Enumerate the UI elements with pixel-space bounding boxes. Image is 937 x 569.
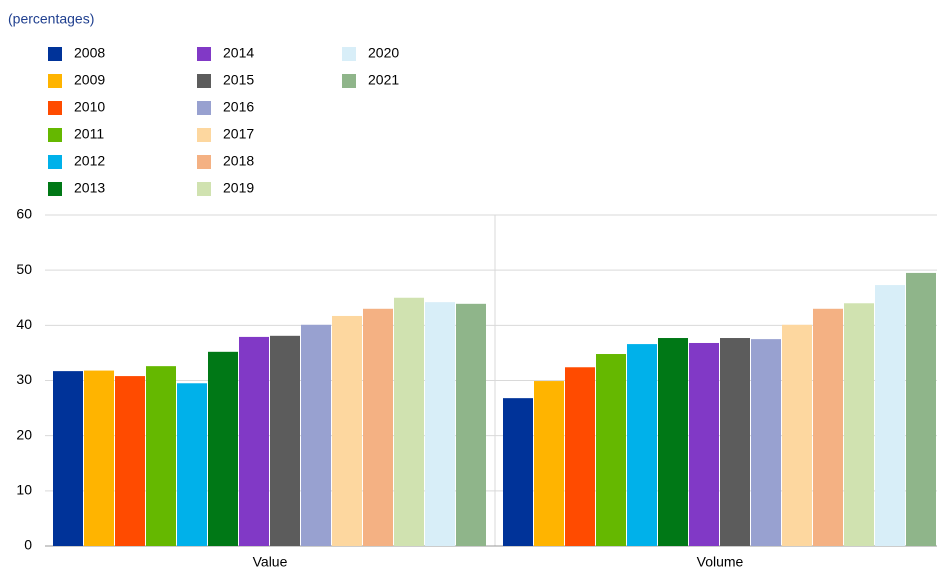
bar (394, 297, 424, 546)
legend-label: 2014 (223, 45, 254, 61)
bar (534, 381, 564, 546)
x-tick-label: Value (253, 554, 288, 569)
legend-label: 2011 (74, 126, 104, 142)
bar (332, 315, 362, 546)
legend-label: 2013 (74, 180, 105, 196)
bar (596, 354, 626, 546)
legend-swatch (48, 74, 62, 88)
bar (146, 366, 176, 546)
legend-swatch (342, 74, 356, 88)
y-tick-label: 10 (16, 482, 32, 498)
bar (270, 335, 300, 546)
bar (208, 351, 238, 546)
legend-swatch (342, 47, 356, 61)
bar (813, 308, 843, 546)
bar (782, 324, 812, 546)
legend-swatch (48, 128, 62, 142)
bar (425, 302, 455, 546)
bar (301, 324, 331, 546)
bar (177, 383, 207, 546)
legend-label: 2010 (74, 99, 105, 115)
bar (363, 308, 393, 546)
bar (115, 376, 145, 546)
legend-label: 2012 (74, 153, 105, 169)
y-tick-label: 50 (16, 261, 32, 277)
legend-swatch (48, 101, 62, 115)
legend-label: 2020 (368, 45, 399, 61)
bar (658, 338, 688, 546)
legend-label: 2008 (74, 45, 105, 61)
y-tick-label: 20 (16, 426, 32, 442)
y-tick-label: 40 (16, 316, 32, 332)
legend-swatch (48, 47, 62, 61)
legend-swatch (197, 101, 211, 115)
y-tick-label: 0 (24, 537, 32, 553)
legend-label: 2017 (223, 126, 254, 142)
legend-swatch (48, 155, 62, 169)
bar (689, 342, 719, 546)
bar (720, 338, 750, 546)
legend-swatch (48, 182, 62, 196)
x-tick-label: Volume (697, 554, 744, 569)
bar (844, 303, 874, 546)
legend-swatch (197, 47, 211, 61)
chart-subtitle: (percentages) (8, 11, 94, 27)
legend-swatch (197, 74, 211, 88)
bar (627, 344, 657, 546)
bar (456, 303, 486, 546)
bar (906, 272, 936, 546)
legend-label: 2016 (223, 99, 254, 115)
bar (239, 336, 269, 546)
legend-swatch (197, 155, 211, 169)
bar (565, 367, 595, 546)
bar (503, 398, 533, 546)
legend-label: 2018 (223, 153, 254, 169)
legend-label: 2009 (74, 72, 105, 88)
legend-swatch (197, 128, 211, 142)
bar (751, 339, 781, 546)
legend-label: 2015 (223, 72, 254, 88)
bar (875, 285, 905, 546)
legend-swatch (197, 182, 211, 196)
bar (53, 371, 83, 546)
y-tick-label: 30 (16, 371, 32, 387)
legend-label: 2019 (223, 180, 254, 196)
y-tick-label: 60 (16, 206, 32, 222)
legend-label: 2021 (368, 72, 399, 88)
bar (84, 370, 114, 546)
